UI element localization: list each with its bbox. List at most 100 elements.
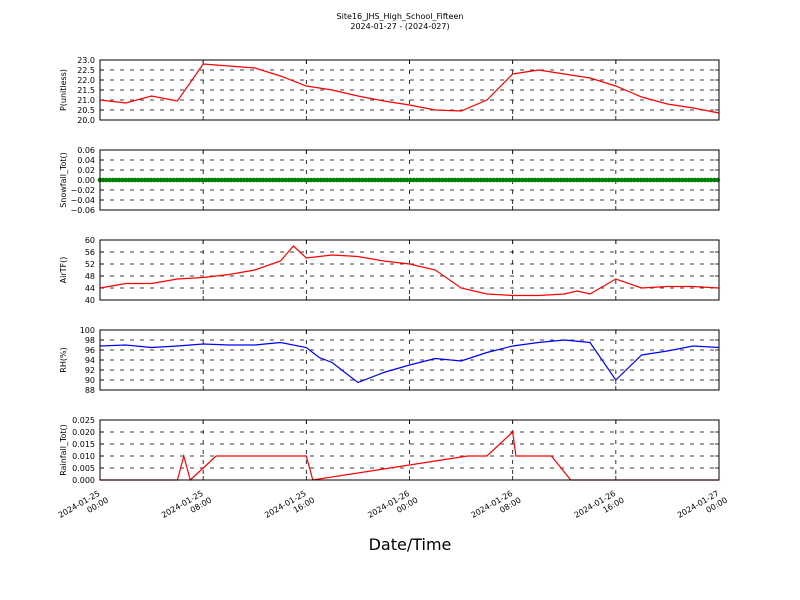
series-point: [369, 177, 375, 183]
series-point: [241, 177, 247, 183]
series-point: [702, 177, 708, 183]
y-tick-label: 60: [85, 236, 95, 245]
series-point: [648, 177, 653, 183]
series-point: [660, 177, 666, 183]
panel-1: 20.020.521.021.522.022.523.0 P(unitless): [59, 56, 720, 125]
series-point: [606, 177, 612, 183]
series-point: [305, 177, 311, 183]
series-point: [638, 177, 644, 183]
series-point: [443, 177, 448, 183]
y-tick-label: 20.0: [77, 116, 95, 125]
figure-subtitle: 2024-01-27 - (2024-027): [350, 22, 449, 31]
plot-frame: [99, 59, 720, 121]
series-point: [299, 177, 304, 183]
series-point: [705, 177, 711, 183]
series-point: [347, 177, 352, 183]
series-point: [696, 177, 701, 183]
y-axis-label: RH(%): [59, 347, 68, 372]
series-point: [408, 177, 413, 183]
y-tick-label: 94: [85, 356, 95, 365]
series-point: [683, 177, 688, 183]
series-point: [120, 177, 125, 183]
series-point: [654, 177, 660, 183]
series-point: [270, 177, 276, 183]
series-line: [99, 63, 720, 114]
series-point: [123, 177, 128, 183]
series-point: [548, 177, 554, 183]
series-point: [529, 177, 535, 183]
series-point: [219, 177, 224, 183]
series-point: [398, 177, 404, 183]
series-point: [331, 177, 336, 183]
series-point: [459, 177, 464, 183]
series-point: [372, 177, 378, 183]
y-tick-label: 22.0: [77, 76, 95, 85]
series-point: [196, 177, 202, 183]
x-tick-label: 2024-01-2608:00: [469, 487, 522, 529]
series-point: [596, 177, 602, 183]
y-tick-label: −0.06: [70, 206, 95, 215]
series-point: [324, 177, 330, 183]
series-point: [513, 177, 519, 183]
series-point: [104, 177, 109, 183]
series-point: [113, 177, 119, 183]
series-point: [414, 177, 420, 183]
y-tick-label: 20.5: [77, 106, 95, 115]
series-point: [689, 177, 695, 183]
series-point: [376, 177, 381, 183]
series-point: [360, 177, 365, 183]
series-point: [382, 177, 388, 183]
series-point: [491, 177, 496, 183]
series-point: [552, 177, 557, 183]
series-point: [318, 177, 324, 183]
y-tick-label: 0.02: [77, 166, 95, 175]
series-point: [680, 177, 685, 183]
y-tick-label: 90: [85, 376, 95, 385]
series-point: [417, 177, 423, 183]
series-point: [276, 177, 282, 183]
series-point: [564, 177, 570, 183]
x-axis-label: Date/Time: [369, 535, 452, 554]
series-point: [667, 177, 672, 183]
series-point: [328, 177, 333, 183]
series-point: [260, 177, 266, 183]
series-point: [187, 177, 192, 183]
series-point: [424, 177, 429, 183]
series-point: [539, 177, 544, 183]
series-point: [430, 177, 436, 183]
y-tick-label: 0.06: [77, 146, 95, 155]
series-point: [446, 177, 452, 183]
y-tick-label: 0.005: [72, 464, 95, 473]
y-tick-label: 56: [85, 248, 95, 257]
series-point: [379, 177, 384, 183]
series-point: [107, 177, 112, 183]
series-point: [574, 177, 580, 183]
y-tick-label: 21.5: [77, 86, 95, 95]
series-point: [699, 177, 704, 183]
series-point: [475, 177, 480, 183]
series-point: [456, 177, 461, 183]
y-tick-label: 22.5: [77, 66, 95, 75]
figure-title: Site16_JHS_High_School_Fifteen: [337, 12, 464, 21]
y-tick-label: 0.015: [72, 440, 95, 449]
y-tick-label: −0.04: [70, 196, 95, 205]
plot-frame: [99, 239, 720, 301]
y-tick-label: 0.020: [72, 428, 95, 437]
series-point: [152, 177, 157, 183]
series-point: [712, 177, 717, 183]
series-point: [433, 177, 439, 183]
series-point: [222, 177, 228, 183]
series-point: [641, 177, 647, 183]
series-point: [209, 177, 215, 183]
series-point: [280, 177, 285, 183]
series-point: [651, 177, 656, 183]
series-point: [206, 177, 212, 183]
series-point: [472, 177, 477, 183]
series-point: [334, 177, 340, 183]
series-point: [708, 177, 714, 183]
series-point: [520, 177, 525, 183]
series-point: [462, 177, 468, 183]
y-tick-label: 0.00: [77, 176, 95, 185]
series-point: [158, 177, 164, 183]
